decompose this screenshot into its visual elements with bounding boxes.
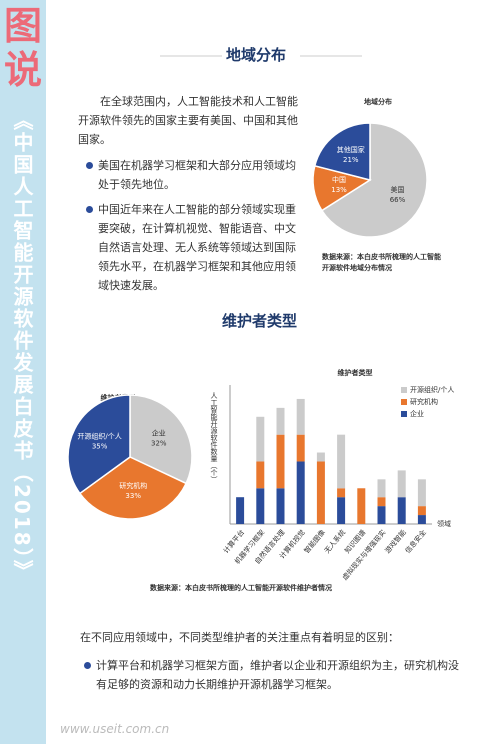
sidebar: 图说 《中国人工智能开源软件发展白皮书（2018）》 <box>0 0 46 744</box>
pie-slice <box>67 394 131 495</box>
bar-segment <box>417 515 426 524</box>
y-axis-label: 人工智能开源软件数量（个） <box>210 392 218 483</box>
slice-value: 66% <box>390 196 406 204</box>
x-tick-label: 信息安全 <box>403 528 428 555</box>
bar-segment <box>316 461 325 524</box>
bar-segment <box>276 434 285 489</box>
bar-segment <box>296 398 305 435</box>
book-title: 《中国人工智能开源软件发展白皮书（2018）》 <box>10 110 34 582</box>
intro: 在全球范围内，人工智能技术和人工智能开源软件领先的国家主要有美国、中国和其他国家… <box>78 95 298 146</box>
pie-slice <box>320 122 428 238</box>
legend-label: 企业 <box>410 409 424 418</box>
legend-label: 研究机构 <box>410 397 438 406</box>
slice-value: 21% <box>343 156 359 164</box>
pie-slice <box>129 394 193 485</box>
chart-title: 维护者类型 <box>338 368 373 377</box>
bullets: 美国在机器学习框架和大部分应用领域均处于领先地位。 中国近年来在人工智能的部分领… <box>78 150 300 295</box>
logo: 图说 <box>3 4 42 92</box>
bar-segment <box>256 416 265 462</box>
slice-value: 13% <box>331 186 347 194</box>
slice-name: 开源组织/个人 <box>77 432 121 441</box>
slice-name: 中国 <box>332 175 346 184</box>
bar-segment <box>417 479 426 507</box>
bar-segment <box>296 461 305 524</box>
closing-bullets: 计算平台和机器学习框架方面，维护者以企业和开源组织为主，研究机构没有足够的资源和… <box>76 650 460 694</box>
section-heading: 地域分布 <box>226 46 287 64</box>
legend-swatch <box>401 387 407 393</box>
slice-value: 33% <box>125 492 141 500</box>
bar-segment <box>377 506 386 524</box>
legend-swatch <box>401 399 407 405</box>
slice-value: 35% <box>92 443 108 451</box>
source: 数据来源：本白皮书所梳理的人工智能开源软件维护者情况 <box>150 584 332 592</box>
bar-segment <box>256 461 265 489</box>
bar-segment <box>276 488 285 524</box>
legend-label: 开源组织/个人 <box>410 385 454 394</box>
bar-segment <box>296 434 305 462</box>
bar-segment <box>377 479 386 498</box>
slice-value: 32% <box>151 440 167 448</box>
pie-slice <box>313 122 371 181</box>
bar-segment <box>397 470 406 498</box>
bullet: 美国在机器学习框架和大部分应用领域均处于领先地位。 <box>78 156 300 194</box>
bar-segment <box>256 488 265 524</box>
bar-segment <box>276 407 285 435</box>
slice-name: 美国 <box>390 185 404 194</box>
legend-swatch <box>401 411 407 417</box>
watermark: www.useit.com.cn <box>60 722 170 736</box>
bar-segment <box>337 497 346 524</box>
bar-segment <box>357 488 366 524</box>
source: 数据来源：本白皮书所梳理的人工智能开源软件地域分布情况 <box>322 253 441 272</box>
bar-segment <box>337 434 346 489</box>
chart-title: 地域分布 <box>364 97 392 106</box>
closing-intro: 在不同应用领域中，不同类型维护者的关注重点有着明显的区别： <box>80 631 399 644</box>
x-axis-label: 领域 <box>437 519 451 528</box>
slice-name: 企业 <box>152 429 166 438</box>
bar-segment <box>417 506 426 516</box>
bullet: 中国近年来在人工智能的部分领域实现重要突破，在计算机视觉、智能语音、中文自然语言… <box>78 200 300 295</box>
bar-segment <box>377 497 386 507</box>
slice-name: 研究机构 <box>119 481 147 490</box>
pie-slice <box>78 456 188 520</box>
slice-name: 其他国家 <box>337 145 365 154</box>
bar-segment <box>236 497 245 524</box>
bar-segment <box>337 488 346 498</box>
bar-segment <box>316 452 325 462</box>
section-heading: 维护者类型 <box>222 312 298 330</box>
bullet: 计算平台和机器学习框架方面，维护者以企业和开源组织为主，研究机构没有足够的资源和… <box>76 656 460 694</box>
bar-segment <box>397 497 406 524</box>
